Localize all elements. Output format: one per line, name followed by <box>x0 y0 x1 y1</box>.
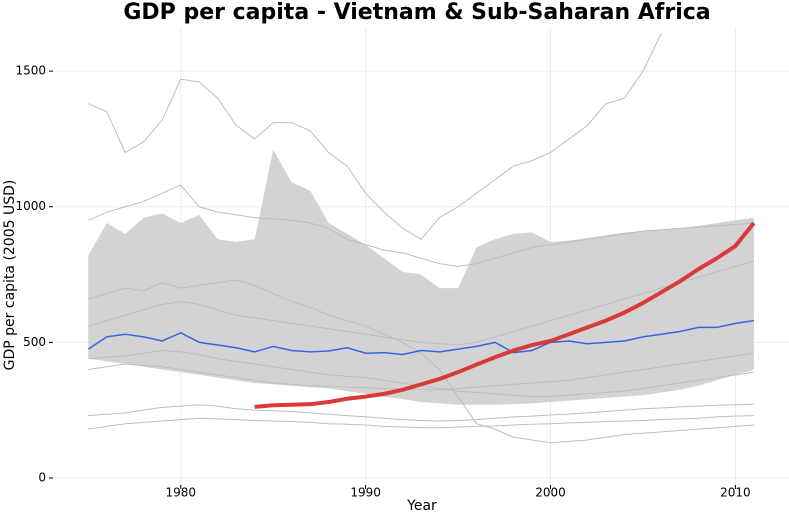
y-tick-label: 0 <box>38 470 46 484</box>
series-line <box>254 221 756 409</box>
x-tick-label: 1980 <box>165 486 196 500</box>
y-axis-title: GDP per capita (2005 USD) <box>2 180 18 371</box>
x-tick-label: 1990 <box>350 486 381 500</box>
series-line <box>88 184 754 267</box>
series-line <box>88 403 754 422</box>
series-line <box>88 260 755 346</box>
band <box>88 149 754 405</box>
y-tick-label: 1000 <box>15 199 46 213</box>
series-line <box>88 352 754 391</box>
y-tick-label: 1500 <box>15 64 46 78</box>
series-line <box>87 319 754 356</box>
x-tick-label: 2010 <box>720 486 751 500</box>
x-tick-label: 2000 <box>535 486 566 500</box>
axes: 0 500 1000 1500 1980 1990 2000 2010 <box>15 64 750 500</box>
series-line <box>88 415 754 430</box>
chart-title: GDP per capita - Vietnam & Sub-Saharan A… <box>123 0 710 25</box>
series-line <box>88 32 662 240</box>
y-tick-label: 500 <box>23 335 46 349</box>
plot-area <box>87 32 756 444</box>
x-axis-title: Year <box>406 498 437 513</box>
series-line <box>88 279 754 444</box>
